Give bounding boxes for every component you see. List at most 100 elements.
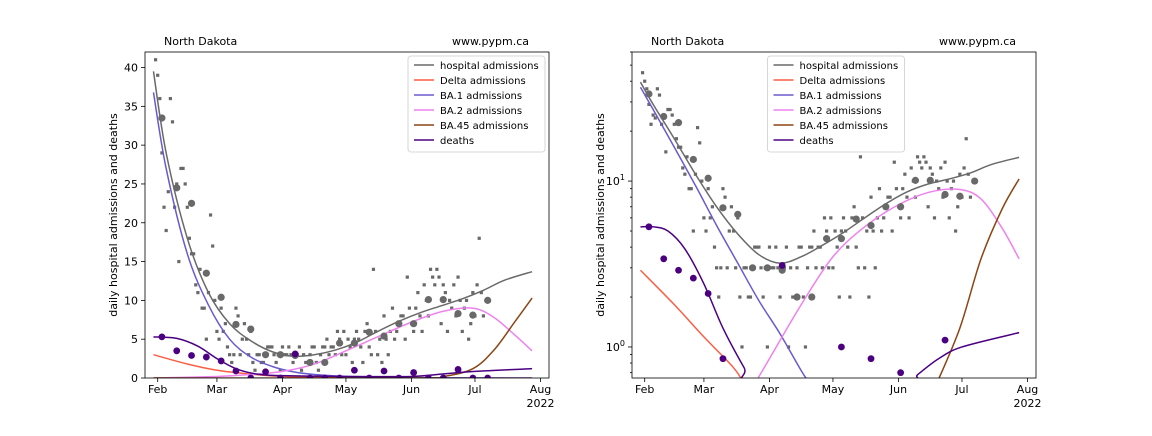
daily-admission-point: [945, 179, 949, 183]
weekly-admission-marker: [217, 293, 225, 301]
daily-admission-point: [412, 329, 416, 334]
daily-admission-point: [211, 244, 215, 248]
daily-admission-point: [452, 283, 456, 287]
daily-admission-point: [418, 314, 422, 318]
weekly-death-marker: [380, 367, 388, 375]
weekly-admission-marker: [956, 192, 964, 200]
weekly-death-marker: [247, 374, 255, 378]
daily-admission-point: [274, 360, 278, 365]
y-tick-label-exponent: 1: [620, 173, 625, 182]
daily-admission-point: [964, 137, 968, 141]
daily-admission-point: [285, 353, 289, 357]
daily-admission-point: [748, 295, 753, 299]
daily-admission-point: [340, 353, 344, 357]
daily-admission-point: [715, 266, 719, 270]
daily-admission-point: [670, 113, 674, 117]
daily-admission-point: [299, 368, 304, 372]
daily-admission-point: [162, 205, 166, 209]
weekly-death-marker: [351, 366, 358, 374]
daily-admission-point: [160, 151, 164, 155]
daily-admission-point: [194, 283, 198, 287]
daily-admission-point: [903, 172, 907, 176]
x-tick-label: Mar: [207, 383, 228, 396]
daily-admission-point: [930, 172, 934, 176]
weekly-death-marker: [645, 223, 653, 231]
daily-admission-point: [863, 266, 867, 270]
legend-label: hospital admissions: [440, 61, 539, 72]
x-tick-label: Apr: [760, 383, 780, 396]
plot-frame: [631, 51, 1037, 379]
daily-admission-point: [208, 213, 213, 217]
daily-admission-point: [803, 345, 808, 349]
weekly-admission-marker: [778, 266, 786, 274]
daily-admission-point: [717, 295, 721, 299]
daily-admission-point: [433, 283, 437, 287]
daily-admission-point: [725, 266, 729, 270]
daily-admission-point: [742, 266, 746, 270]
daily-admission-point: [204, 337, 208, 341]
daily-admission-point: [827, 266, 831, 270]
daily-admission-point: [755, 245, 759, 249]
daily-admission-point: [672, 122, 676, 126]
y-tick-label-base: 10: [606, 341, 620, 354]
daily-admission-point: [291, 360, 295, 365]
daily-admission-point: [247, 353, 251, 357]
daily-admission-point: [363, 329, 367, 334]
weekly-death-marker: [484, 374, 492, 378]
daily-admission-point: [458, 298, 462, 302]
series-line-ba-1-admissions: [639, 86, 807, 378]
daily-admission-point: [371, 267, 376, 271]
daily-admission-point: [386, 353, 390, 357]
chart-title-left: North Dakota: [164, 35, 237, 48]
daily-admission-point: [753, 245, 757, 249]
x-tick-label: Apr: [273, 383, 293, 396]
weekly-admission-marker: [941, 190, 949, 199]
daily-admission-point: [932, 216, 937, 220]
daily-admission-point: [365, 322, 369, 326]
daily-admission-point: [740, 345, 744, 349]
series-line-hospital-admissions: [152, 71, 533, 358]
daily-admission-point: [405, 275, 409, 279]
daily-admission-point: [289, 353, 293, 357]
daily-admission-point: [710, 205, 714, 209]
daily-admission-point: [407, 306, 411, 310]
daily-admission-point: [873, 266, 877, 270]
daily-admission-point: [335, 329, 340, 334]
daily-admission-point: [805, 266, 810, 270]
daily-admission-point: [479, 291, 483, 295]
y-tick-label: 15: [124, 256, 138, 269]
daily-admission-point: [879, 229, 884, 233]
y-tick-label: 40: [124, 62, 138, 75]
daily-admission-point: [795, 266, 799, 270]
chart-title-right: www.pypm.ca: [452, 35, 529, 48]
x-tick-label: May: [335, 383, 358, 396]
x-tick-label: Mar: [694, 383, 715, 396]
daily-admission-point: [918, 160, 922, 164]
daily-admission-point: [888, 195, 892, 199]
y-tick-label: 20: [124, 217, 138, 230]
daily-admission-point: [708, 216, 712, 220]
daily-admission-point: [232, 353, 236, 357]
y-tick-label: 30: [124, 139, 138, 152]
daily-admission-point: [310, 345, 314, 349]
daily-admission-point: [399, 314, 403, 318]
daily-admission-point: [318, 353, 323, 357]
weekly-admission-marker: [335, 339, 344, 347]
daily-admission-point: [695, 126, 700, 130]
daily-admission-point: [837, 295, 841, 299]
daily-admission-point: [810, 245, 814, 249]
daily-admission-point: [922, 155, 926, 159]
weekly-admission-marker: [808, 293, 816, 301]
weekly-admission-marker: [763, 264, 771, 272]
daily-admission-point: [920, 166, 924, 170]
daily-admission-point: [839, 229, 844, 233]
daily-admission-point: [302, 353, 306, 357]
weekly-admission-marker: [247, 325, 255, 333]
weekly-admission-marker: [645, 90, 653, 98]
daily-admission-point: [871, 229, 875, 233]
daily-admission-point: [329, 345, 333, 349]
daily-admission-point: [414, 306, 418, 310]
daily-admission-point: [939, 166, 943, 170]
series-line-deaths: [640, 225, 1020, 378]
